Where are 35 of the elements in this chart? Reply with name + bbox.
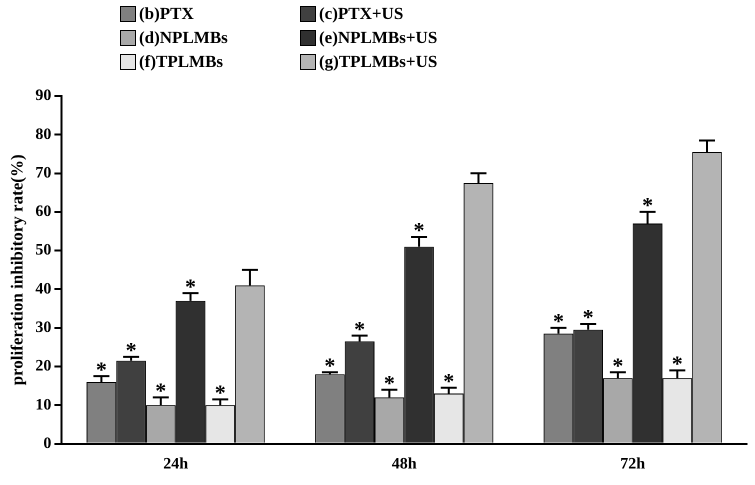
legend-label: (e)NPLMBs+US xyxy=(319,28,438,48)
data-label: * xyxy=(324,352,336,378)
data-label: * xyxy=(354,316,366,342)
y-tick-label: 10 xyxy=(35,396,52,414)
y-tick-label: 40 xyxy=(35,280,52,298)
y-tick-label: 0 xyxy=(43,434,52,452)
x-tick-label: 72h xyxy=(620,456,646,473)
data-label: * xyxy=(672,351,683,376)
data-label: * xyxy=(126,338,137,363)
legend-label: (g)TPLMBs+US xyxy=(319,52,438,72)
data-label: * xyxy=(582,304,594,330)
data-label: * xyxy=(384,370,395,396)
y-tick-label: 50 xyxy=(35,242,52,259)
y-tick-label: 70 xyxy=(35,164,52,182)
x-tick-label: 48h xyxy=(392,456,417,473)
data-label: * xyxy=(642,192,654,218)
y-tick-label: 20 xyxy=(35,358,52,375)
data-label: * xyxy=(443,368,454,394)
data-label: * xyxy=(96,356,107,382)
data-label: * xyxy=(214,380,226,406)
data-label: * xyxy=(552,308,564,334)
y-tick-label: 60 xyxy=(35,203,52,220)
y-tick-label: 80 xyxy=(35,126,52,143)
y-tick-label: 90 xyxy=(35,87,52,104)
data-label: * xyxy=(414,218,425,243)
legend-label: (b)PTX xyxy=(139,4,194,24)
data-label: * xyxy=(155,378,166,404)
legend-label: (d)NPLMBs xyxy=(139,28,228,48)
legend-label: (c)PTX+US xyxy=(319,4,404,24)
legend-label: (f)TPLMBs xyxy=(139,52,224,72)
data-label: * xyxy=(612,352,624,378)
y-axis-title: proliferation inhibitory rate(%) xyxy=(8,154,27,386)
y-tick-label: 30 xyxy=(35,319,52,336)
data-label: * xyxy=(185,274,196,299)
x-tick-label: 24h xyxy=(163,456,188,473)
